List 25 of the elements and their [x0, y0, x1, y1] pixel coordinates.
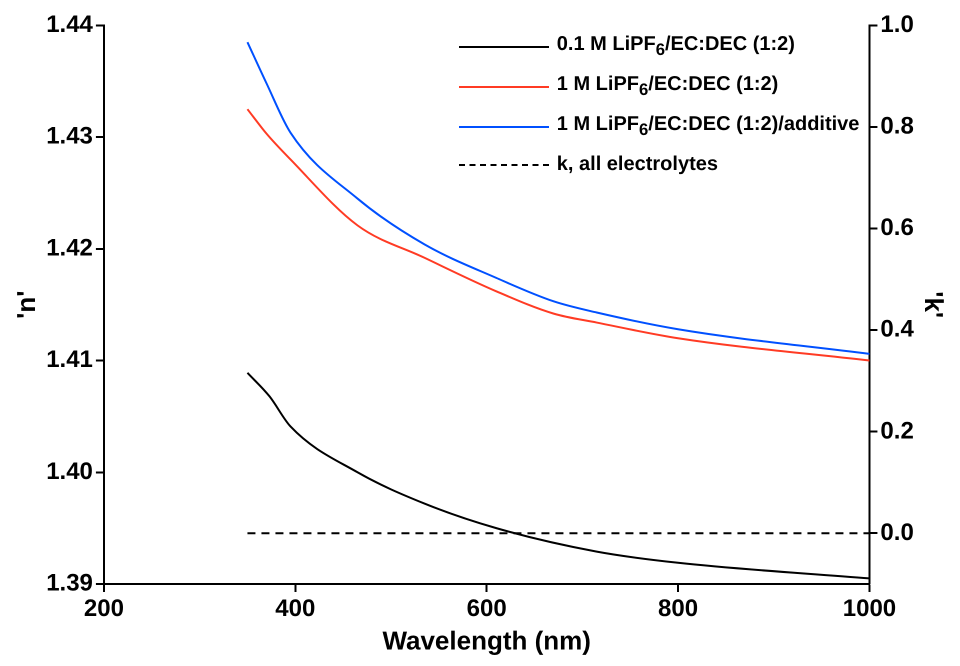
line-series — [246, 108, 870, 362]
y-tick-label: 1.42 — [46, 234, 93, 262]
legend-label: 0.1 M LiPF$_{6}$/EC:DEC (1:2) — [556, 32, 795, 62]
x-tick-label: 200 — [84, 595, 124, 622]
y-tick-label: 1.41 — [46, 346, 93, 374]
y2-tick-label: 0.8 — [880, 112, 914, 140]
y2-tick-label: 0.4 — [880, 316, 914, 343]
y-tick-label: 1.43 — [46, 122, 93, 150]
y2-axis-title: 'k' — [919, 291, 950, 318]
x-tick-label: 400 — [275, 595, 316, 622]
y-tick-label: 1.39 — [46, 570, 93, 597]
y-axis-title: 'n' — [10, 290, 41, 319]
y2-tick-label: 0.2 — [880, 417, 914, 444]
legend-label: k, all electrolytes — [556, 152, 718, 178]
y2-tick-label: 1.0 — [880, 11, 914, 38]
x-tick-label: 800 — [658, 595, 698, 622]
x-tick-label: 1000 — [842, 595, 896, 622]
x-tick-label: 600 — [466, 595, 507, 622]
y2-tick-label: 0.0 — [880, 518, 914, 546]
legend-label: 1 M LiPF$_{6}$/EC:DEC (1:2) — [556, 72, 778, 102]
x-axis-title: Wavelength (nm) — [382, 626, 591, 656]
legend-label: 1 M LiPF$_{6}$/EC:DEC (1:2)/additive — [556, 112, 860, 142]
y-tick-label: 1.40 — [46, 458, 93, 485]
y-tick-label: 1.44 — [46, 11, 94, 38]
y2-tick-label: 0.6 — [880, 214, 914, 242]
